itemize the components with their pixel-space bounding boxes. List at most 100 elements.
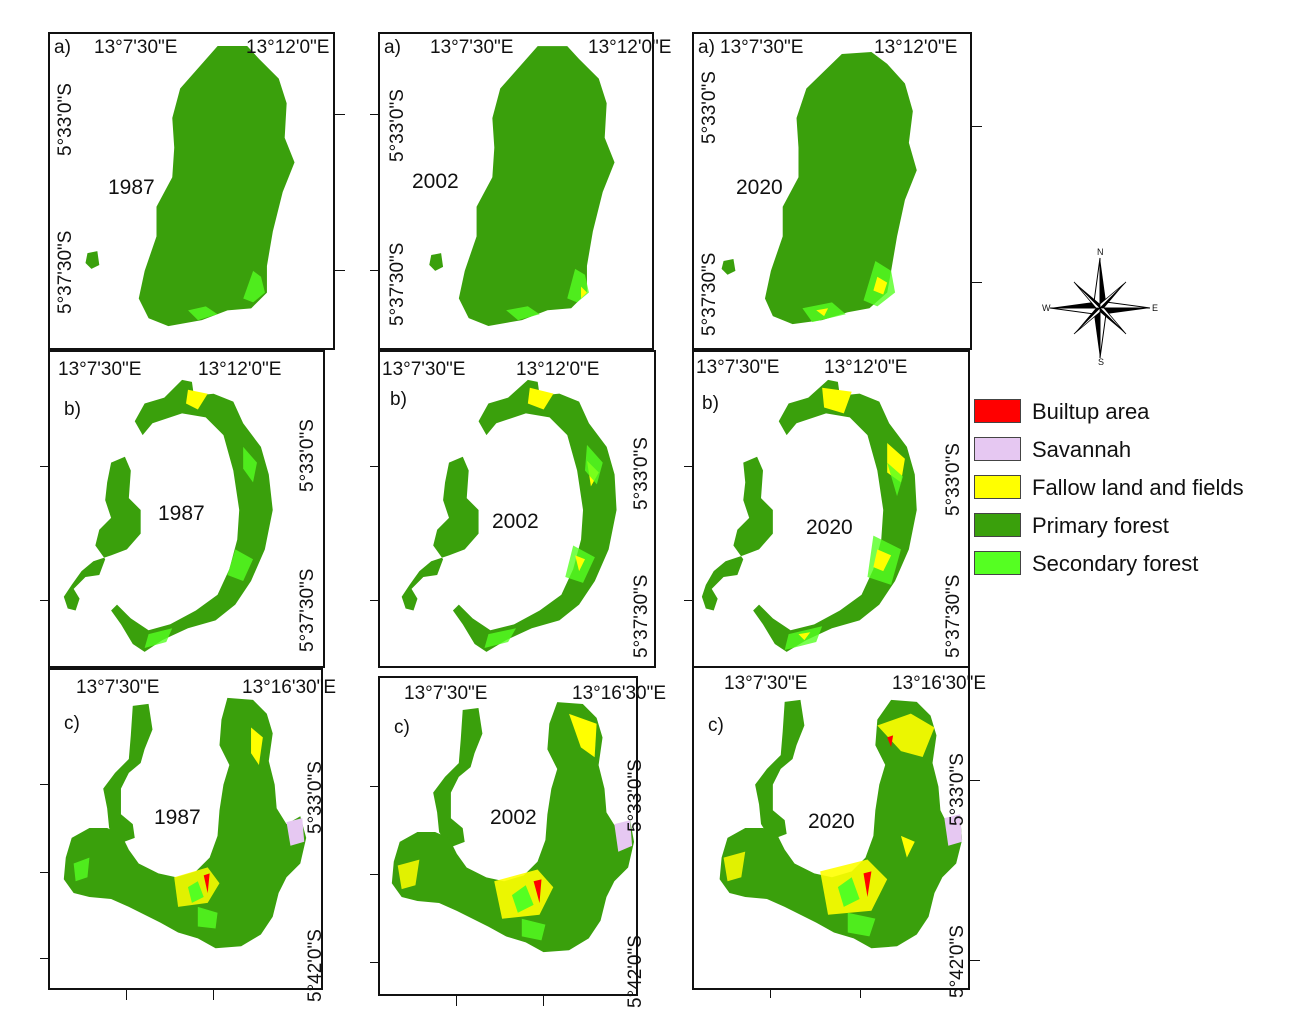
latitude-label-1: 5°33'0"S xyxy=(305,761,326,834)
latitude-label-1: 5°33'0"S xyxy=(387,89,408,162)
latitude-label-2: 5°37'30"S xyxy=(297,568,318,652)
latitude-label-2: 5°37'30"S xyxy=(387,242,408,326)
longitude-label-2: 13°16'30"E xyxy=(572,683,667,704)
legend-swatch-savannah xyxy=(974,437,1021,461)
latitude-label-2: 5°42'0"S xyxy=(625,935,646,1008)
map-c-1987 xyxy=(63,697,307,949)
longitude-label-2: 13°12'0"E xyxy=(516,359,600,380)
legend-label-builtup: Builtup area xyxy=(1032,399,1150,424)
letter-label: b) xyxy=(390,389,407,410)
longitude-label-2: 13°12'0"E xyxy=(874,37,958,58)
tick-mark xyxy=(770,990,771,998)
tick-mark xyxy=(40,872,50,873)
map-b-1987 xyxy=(63,379,273,652)
tick-mark xyxy=(370,600,380,601)
legend-label-primary-forest: Primary forest xyxy=(1032,513,1169,538)
latitude-label-2: 5°37'30"S xyxy=(699,252,720,336)
latitude-label-1: 5°33'0"S xyxy=(947,753,968,826)
map-b-2002 xyxy=(401,379,617,652)
latitude-label-2: 5°37'30"S xyxy=(943,574,964,658)
legend-label-secondary-forest: Secondary forest xyxy=(1032,551,1199,576)
longitude-label-2: 13°12'0"E xyxy=(198,359,282,380)
year-label: 2002 xyxy=(412,170,459,193)
longitude-label-2: 13°16'30"E xyxy=(242,677,337,698)
legend-swatch-builtup xyxy=(974,399,1021,423)
compass-south-label: S xyxy=(1098,357,1105,367)
longitude-label-2: 13°12'0"E xyxy=(824,357,908,378)
longitude-label-2: 13°12'0"E xyxy=(588,37,672,58)
longitude-label-1: 13°7'30"E xyxy=(724,673,808,694)
tick-mark xyxy=(970,960,980,961)
letter-label: a) xyxy=(54,37,71,58)
tick-mark xyxy=(370,114,380,115)
year-label: 1987 xyxy=(154,806,201,829)
latitude-label-2: 5°42'0"S xyxy=(947,925,968,998)
tick-mark xyxy=(40,466,50,467)
tick-mark xyxy=(860,990,861,998)
map-c-2020 xyxy=(719,699,963,949)
map-panel-b-1987: 13°7'30"E 13°12'0"E b) 5°33'0"S 5°37'30"… xyxy=(40,350,325,668)
tick-mark xyxy=(972,282,982,283)
longitude-label-2: 13°12'0"E xyxy=(246,37,330,58)
year-label: 2020 xyxy=(736,176,783,199)
year-label: 2002 xyxy=(490,806,537,829)
longitude-label-1: 13°7'30"E xyxy=(430,37,514,58)
map-a-2002 xyxy=(429,46,615,327)
tick-mark xyxy=(370,874,380,875)
year-label: 2020 xyxy=(808,810,855,833)
legend-label-fallow: Fallow land and fields xyxy=(1032,475,1244,500)
latitude-label-1: 5°33'0"S xyxy=(943,443,964,516)
map-panel-c-2002: 13°7'30"E 13°16'30"E c) 5°33'0"S 5°42'0"… xyxy=(370,676,666,1008)
latitude-label-1: 5°33'0"S xyxy=(699,71,720,144)
letter-label: b) xyxy=(64,399,81,420)
longitude-label-2: 13°16'30"E xyxy=(892,673,987,694)
longitude-label-1: 13°7'30"E xyxy=(382,359,466,380)
legend-swatch-secondary-forest xyxy=(974,551,1021,575)
tick-mark xyxy=(543,996,544,1006)
year-label: 2020 xyxy=(806,516,853,539)
longitude-label-1: 13°7'30"E xyxy=(58,359,142,380)
tick-mark xyxy=(684,466,694,467)
latitude-label-1: 5°33'0"S xyxy=(55,83,76,156)
latitude-label-2: 5°37'30"S xyxy=(631,574,652,658)
tick-mark xyxy=(370,270,380,271)
legend-label-savannah: Savannah xyxy=(1032,437,1132,462)
tick-mark xyxy=(335,114,345,115)
latitude-label-2: 5°37'30"S xyxy=(55,230,76,314)
compass-east-label: E xyxy=(1152,303,1159,313)
map-a-2020 xyxy=(721,52,917,325)
longitude-label-1: 13°7'30"E xyxy=(404,683,488,704)
map-panel-a-2020: a) 13°7'30"E 13°12'0"E 5°33'0"S 5°37'30"… xyxy=(692,32,982,350)
latitude-label-1: 5°33'0"S xyxy=(625,759,646,832)
longitude-label-1: 13°7'30"E xyxy=(720,37,804,58)
map-c-2002 xyxy=(391,702,635,953)
legend-swatch-primary-forest xyxy=(974,513,1021,537)
letter-label: b) xyxy=(702,393,719,414)
north-arrow-compass: N S E W xyxy=(1040,247,1162,368)
tick-mark xyxy=(126,990,127,1000)
letter-label: c) xyxy=(394,717,410,738)
year-label: 2002 xyxy=(492,510,539,533)
tick-mark xyxy=(370,786,380,787)
tick-mark xyxy=(370,466,380,467)
letter-label: c) xyxy=(64,713,80,734)
map-panel-a-1987: a) 13°7'30"E 13°12'0"E 5°33'0"S 5°37'30"… xyxy=(48,32,345,350)
latitude-label-2: 5°42'0"S xyxy=(305,929,326,1002)
tick-mark xyxy=(972,126,982,127)
map-b-2020 xyxy=(701,379,917,652)
compass-west-label: W xyxy=(1042,303,1051,313)
longitude-label-1: 13°7'30"E xyxy=(76,677,160,698)
map-panel-c-1987: 13°7'30"E 13°16'30"E c) 5°33'0"S 5°42'0"… xyxy=(40,668,336,1002)
tick-mark xyxy=(684,600,694,601)
tick-mark xyxy=(40,958,50,959)
year-label: 1987 xyxy=(158,502,205,525)
compass-north-label: N xyxy=(1097,247,1104,257)
longitude-label-1: 13°7'30"E xyxy=(696,357,780,378)
map-panel-b-2020: 13°7'30"E 13°12'0"E b) 5°33'0"S 5°37'30"… xyxy=(684,350,970,668)
latitude-label-1: 5°33'0"S xyxy=(631,437,652,510)
letter-label: a) xyxy=(384,37,401,58)
map-panel-a-2002: a) 13°7'30"E 13°12'0"E 5°33'0"S 5°37'30"… xyxy=(370,32,671,350)
tick-mark xyxy=(456,996,457,1006)
tick-mark xyxy=(40,784,50,785)
tick-mark xyxy=(970,780,980,781)
